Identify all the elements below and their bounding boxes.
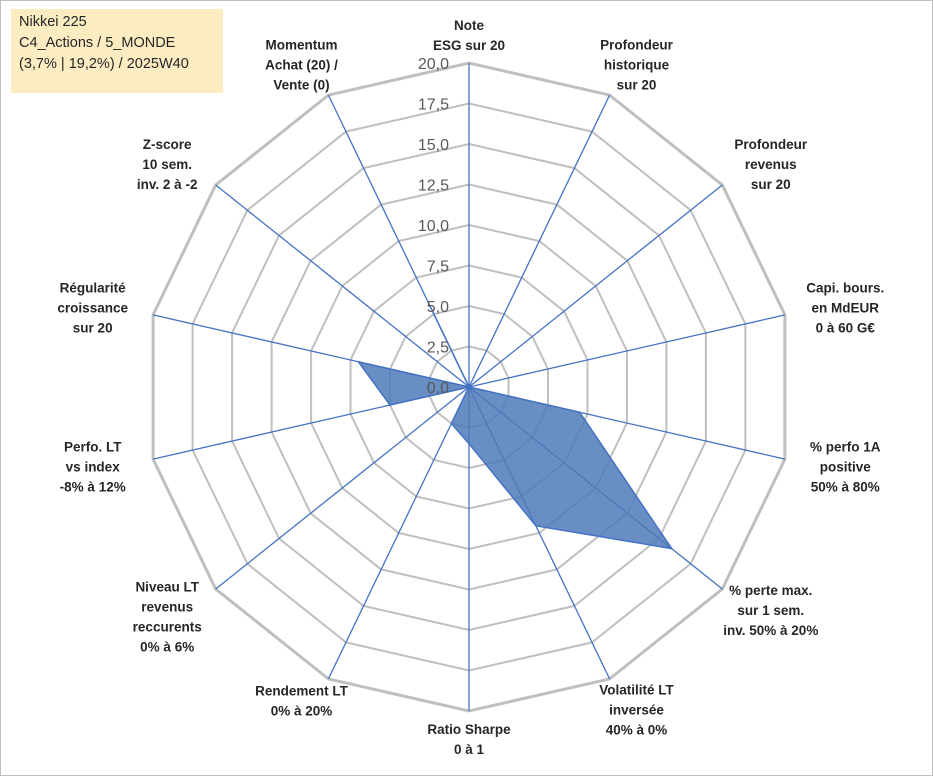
axis-label: Z-score 10 sem. inv. 2 à -2 [137,137,198,192]
info-box: Nikkei 225 C4_Actions / 5_MONDE (3,7% | … [11,9,223,93]
axis-label-line: sur 20 [751,177,791,192]
axis-label: Niveau LT revenus reccurents 0% à 6% [133,579,202,654]
axis-label-line: 10 sem. [142,157,192,172]
axis-label-line: inv. 50% à 20% [723,623,818,638]
axis-label: Profondeur historique sur 20 [600,38,673,93]
tick-label: 12,5 [418,178,449,195]
axis-label-line: 0% à 6% [140,639,194,654]
axis-label: % perfo 1A positive 50% à 80% [810,440,881,495]
axis-label: Volatilité LT inversée 40% à 0% [599,683,674,738]
axis-label-line: revenus [141,599,193,614]
axis-label-line: 0 à 1 [454,742,485,757]
axis-label-line: ESG sur 20 [433,38,505,53]
axis-label-line: Régularité [60,280,127,295]
axis-label-line: Note [454,18,484,33]
axis-label-line: Achat (20) / [265,58,338,73]
tick-label: 17,5 [418,97,449,114]
axis-label-line: -8% à 12% [60,480,126,495]
axis-label-line: 40% à 0% [606,723,668,738]
axis-label-line: Vente (0) [273,78,329,93]
axis-label-line: % perte max. [729,583,812,598]
tick-label: 15,0 [418,137,449,154]
tick-label: 2,5 [427,340,449,357]
axis-label: Perfo. LT vs index -8% à 12% [60,440,126,495]
axis-label-line: Momentum [266,38,338,53]
axis-label-line: sur 20 [617,78,657,93]
axis-label: Note ESG sur 20 [433,18,505,53]
axis-label-line: reccurents [133,619,202,634]
axis-label-line: % perfo 1A [810,440,881,455]
axis-label-line: Niveau LT [135,579,199,594]
axis-label: Capi. bours. en MdEUR 0 à 60 G€ [806,280,884,335]
axis-label-line: Perfo. LT [64,440,122,455]
axis-label: Régularité croissance sur 20 [57,280,128,335]
axis-label-line: croissance [57,300,128,315]
axis-label-line: 50% à 80% [811,480,880,495]
axis-label: Momentum Achat (20) / Vente (0) [265,38,338,93]
tick-label: 5,0 [427,299,449,316]
axis-label-line: Z-score [143,137,192,152]
info-period: (3,7% | 19,2%) / 2025W40 [19,54,223,75]
axis-label-line: Profondeur [734,137,807,152]
tick-label: 10,0 [418,218,449,235]
axis-label-line: vs index [66,460,121,475]
tick-label: 20,0 [418,56,449,73]
axis-label-line: 0 à 60 G€ [816,320,876,335]
axis-label: % perte max. sur 1 sem. inv. 50% à 20% [723,583,818,638]
axis-label: Rendement LT 0% à 20% [255,684,349,719]
axis-label: Ratio Sharpe 0 à 1 [427,722,511,757]
axis-label-line: sur 1 sem. [737,603,804,618]
axis-spoke [469,95,610,387]
tick-label: 7,5 [427,259,449,276]
axis-label: Profondeur revenus sur 20 [734,137,807,192]
axis-label-line: Volatilité LT [599,683,674,698]
axis-label-line: Rendement LT [255,684,349,699]
axis-label-line: sur 20 [73,320,113,335]
axis-label-line: en MdEUR [812,300,880,315]
axis-label-line: positive [820,460,872,475]
axis-label-line: inv. 2 à -2 [137,177,198,192]
tick-label: 0,0 [427,380,449,397]
radar-tick-labels: 0,0 2,5 5,0 7,5 10,0 12,5 15,0 17,5 20,0 [418,56,449,397]
axis-label-line: Ratio Sharpe [427,722,511,737]
axis-spoke [328,387,469,679]
axis-label-line: historique [604,58,670,73]
info-index-name: Nikkei 225 [19,12,223,33]
axis-label-line: revenus [745,157,797,172]
axis-label-line: Capi. bours. [806,280,884,295]
axis-label-line: 0% à 20% [271,704,333,719]
axis-label-line: Profondeur [600,38,673,53]
info-category: C4_Actions / 5_MONDE [19,33,223,54]
axis-label-line: inversée [609,703,664,718]
